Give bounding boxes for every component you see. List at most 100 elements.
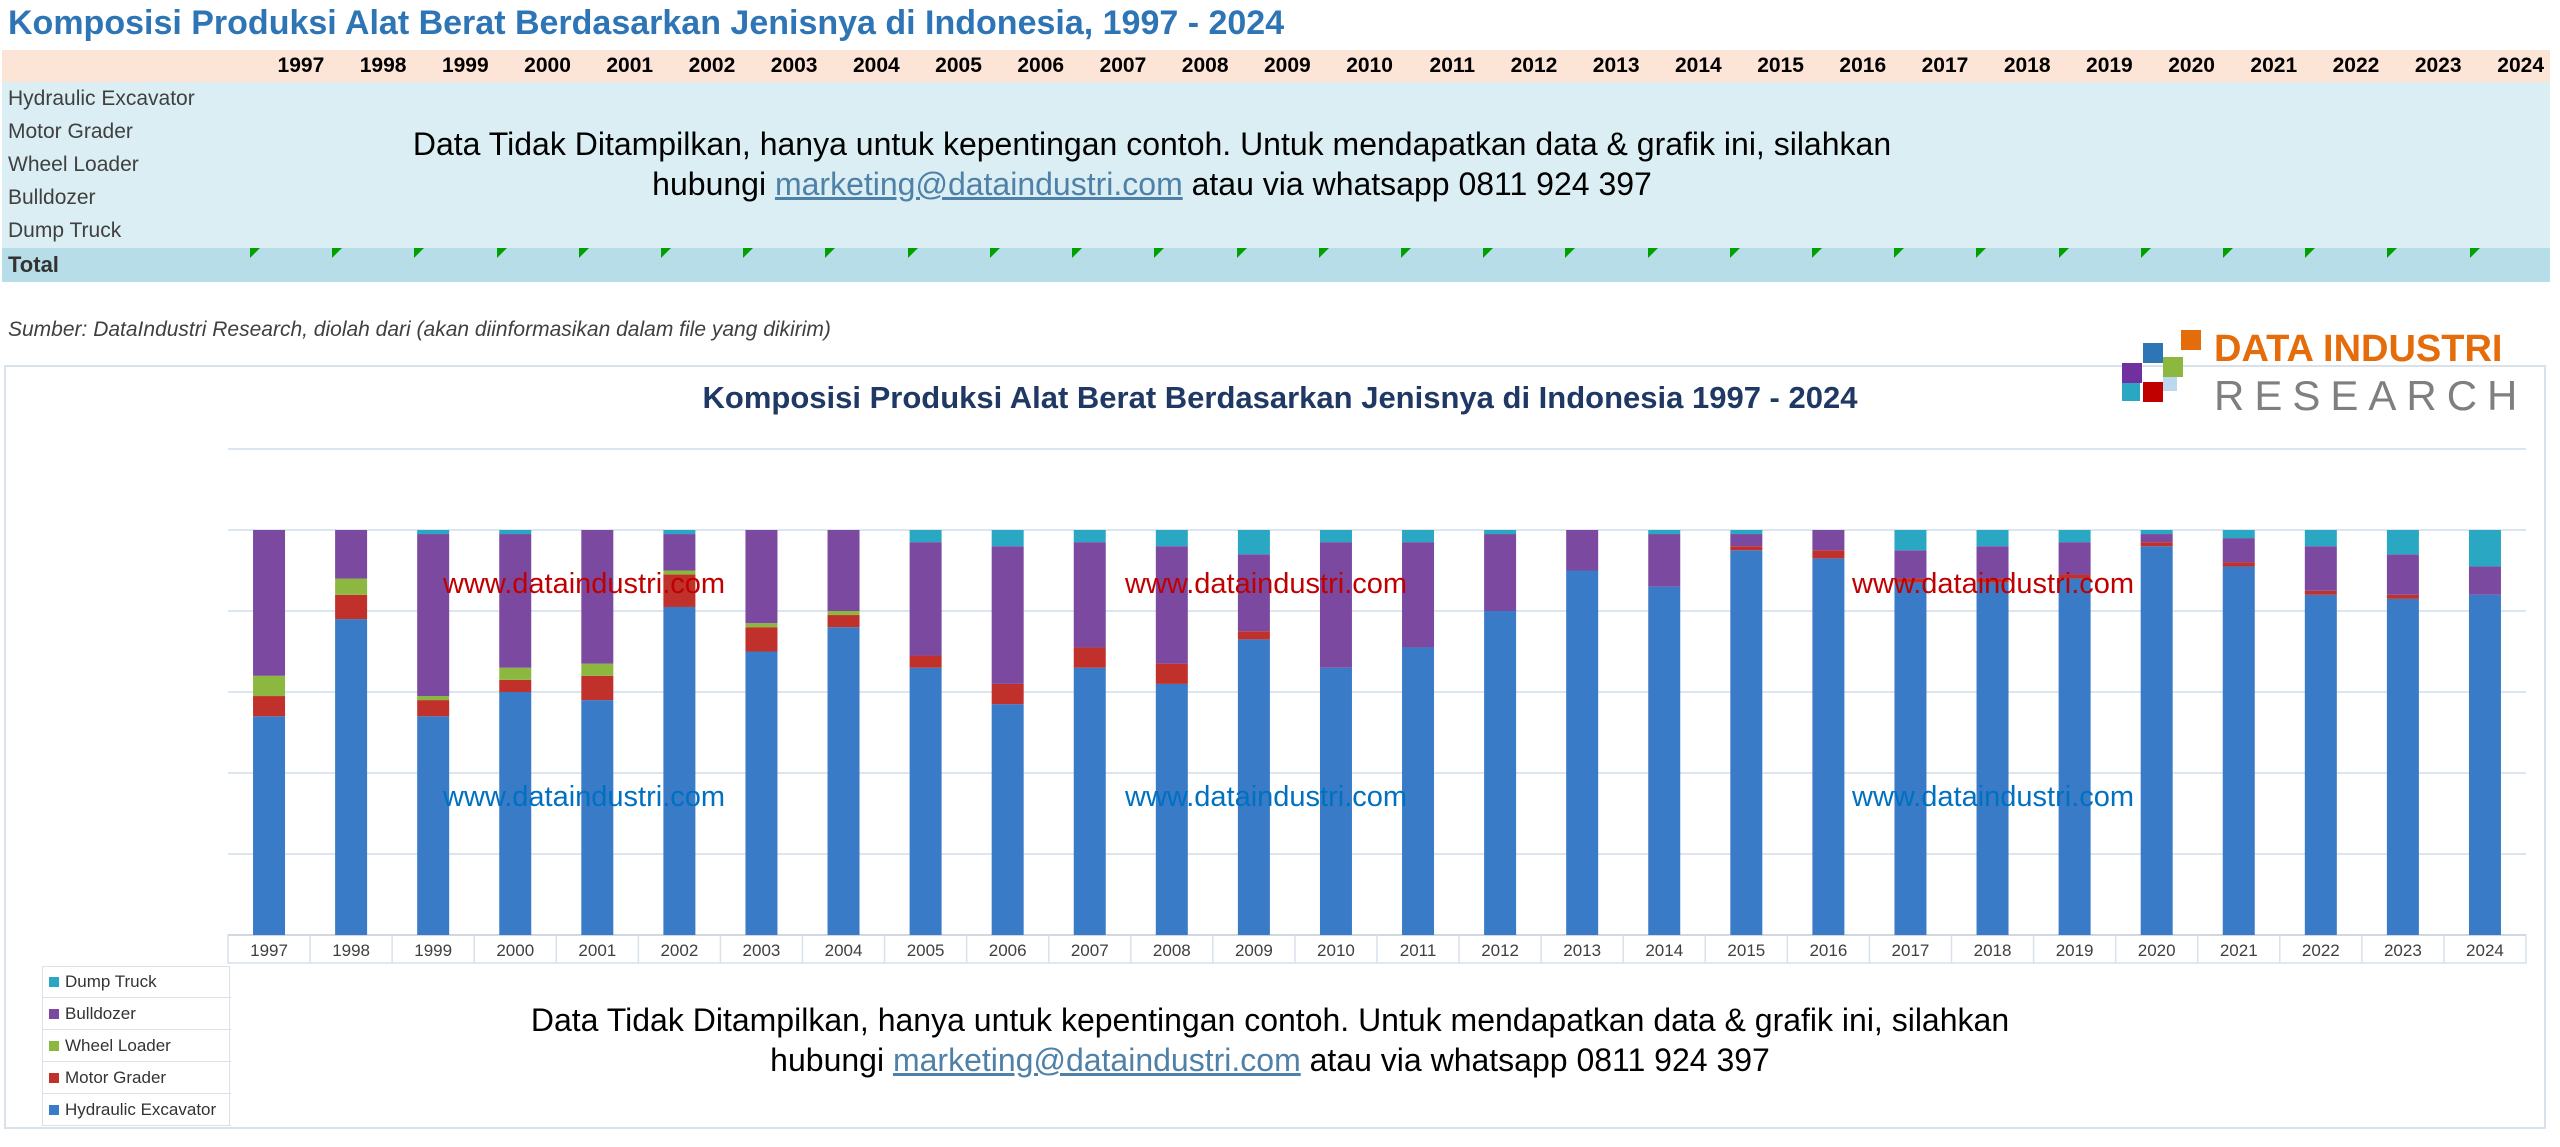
table-cell — [2220, 214, 2304, 248]
bar-segment — [499, 692, 532, 935]
table-cell — [1481, 115, 1564, 149]
table-header-year: 2004 — [823, 50, 906, 83]
bar-segment — [417, 530, 450, 535]
bar-segment — [2222, 566, 2255, 935]
legend-label: Dump Truck — [65, 972, 157, 991]
table-cell — [494, 148, 577, 182]
table-cell — [412, 115, 495, 149]
x-tick-label: 2014 — [1645, 941, 1683, 960]
table-cell — [1234, 82, 1317, 116]
table-cell — [1398, 148, 1482, 182]
x-tick-label: 2000 — [496, 941, 534, 960]
table-cell — [494, 82, 577, 116]
table-cell — [2220, 148, 2304, 182]
table-cell — [2220, 181, 2304, 215]
legend-swatch — [49, 1041, 59, 1051]
table-cell — [1727, 148, 1810, 182]
table-total-cell — [823, 247, 906, 282]
error-indicator-icon — [989, 247, 1000, 258]
chart-legend: Dump Truck Bulldozer Wheel Loader Motor Gra… — [42, 966, 231, 1126]
bar-segment — [1648, 586, 1681, 935]
table-cell — [248, 115, 331, 149]
table-cell — [248, 148, 331, 182]
table-cell — [1645, 115, 1728, 149]
table-total-cell — [1316, 247, 1399, 282]
error-indicator-icon — [2140, 247, 2151, 258]
x-tick-label: 2022 — [2302, 941, 2340, 960]
bar-segment — [663, 534, 696, 571]
error-indicator-icon — [1565, 247, 1576, 258]
bar-segment — [417, 716, 450, 935]
chart-frame — [4, 365, 2546, 1129]
table-cell — [330, 181, 413, 215]
error-indicator-icon — [2222, 247, 2233, 258]
table-cell — [987, 148, 1071, 182]
table-total-cell — [494, 247, 577, 282]
bar-segment — [1976, 530, 2009, 547]
bar-segment — [2386, 554, 2419, 595]
bar-segment — [335, 530, 368, 579]
table-row-label: Dump Truck — [2, 214, 249, 248]
chart-notice-line2: hubungi marketing@dataindustri.com atau … — [230, 1040, 2310, 1080]
x-tick-label: 2019 — [2056, 941, 2094, 960]
bar-segment — [1812, 558, 1845, 935]
table-notice-prefix: hubungi — [652, 166, 775, 202]
legend-item: Wheel Loader — [43, 1031, 231, 1062]
table-cell — [330, 148, 413, 182]
table-cell — [2220, 115, 2304, 149]
bar-segment — [663, 606, 696, 935]
table-total-cell — [330, 247, 413, 282]
legend-item: Bulldozer — [43, 999, 231, 1030]
watermark-text: www.dataindustri.com — [442, 568, 725, 600]
chart-title: Komposisi Produksi Alat Berat Berdasarka… — [702, 380, 1858, 415]
error-indicator-icon — [1811, 247, 1822, 258]
table-cell — [2385, 181, 2468, 215]
chart-notice-email-link[interactable]: marketing@dataindustri.com — [892, 1042, 1301, 1078]
x-tick-label: 2015 — [1727, 941, 1765, 960]
table-cell — [576, 115, 660, 149]
bar-segment — [1237, 530, 1270, 555]
bar-segment — [253, 530, 286, 676]
table-cell — [2303, 181, 2386, 215]
bar-segment — [1812, 530, 1845, 551]
table-header-year: 2007 — [1070, 50, 1153, 83]
table-cell — [1316, 82, 1399, 116]
x-tick-label: 2020 — [2138, 941, 2176, 960]
table-cell — [1234, 214, 1317, 248]
table-cell — [1398, 115, 1482, 149]
table-header-year: 2018 — [1974, 50, 2057, 83]
watermark-text: www.dataindustri.com — [1851, 568, 2134, 600]
table-cell — [1809, 115, 1893, 149]
table-cell — [576, 214, 660, 248]
table-cell — [659, 148, 742, 182]
table-cell — [1316, 115, 1399, 149]
x-tick-label: 2023 — [2384, 941, 2422, 960]
table-total-cell — [2220, 247, 2304, 282]
x-tick-label: 2021 — [2220, 941, 2258, 960]
bar-segment — [1319, 530, 1352, 543]
table-cell — [1809, 181, 1893, 215]
table-cell — [1563, 148, 1646, 182]
bar-segment — [581, 663, 614, 676]
table-row: Dump Truck — [2, 214, 2550, 248]
table-cell — [1234, 148, 1317, 182]
bar-segment — [2140, 530, 2173, 535]
table-cell — [1645, 181, 1728, 215]
bar-segment — [2222, 562, 2255, 567]
error-indicator-icon — [578, 247, 589, 258]
table-cell — [2467, 115, 2550, 149]
table-cell — [823, 181, 906, 215]
table-cell — [2138, 82, 2221, 116]
bar-segment — [1073, 647, 1106, 668]
table-row: Wheel Loader — [2, 148, 2550, 182]
table-cell — [1974, 115, 2057, 149]
bar-segment — [1894, 578, 1927, 583]
table-notice-email-link[interactable]: marketing@dataindustri.com — [774, 166, 1183, 202]
bar-segment — [2304, 546, 2337, 591]
error-indicator-icon — [1154, 247, 1165, 258]
bar-segment — [2468, 566, 2501, 595]
table-header-year: 2016 — [1809, 50, 1893, 83]
legend-label: Bulldozer — [65, 1004, 136, 1023]
table-total-cell — [659, 247, 742, 282]
table-cell — [1070, 214, 1153, 248]
